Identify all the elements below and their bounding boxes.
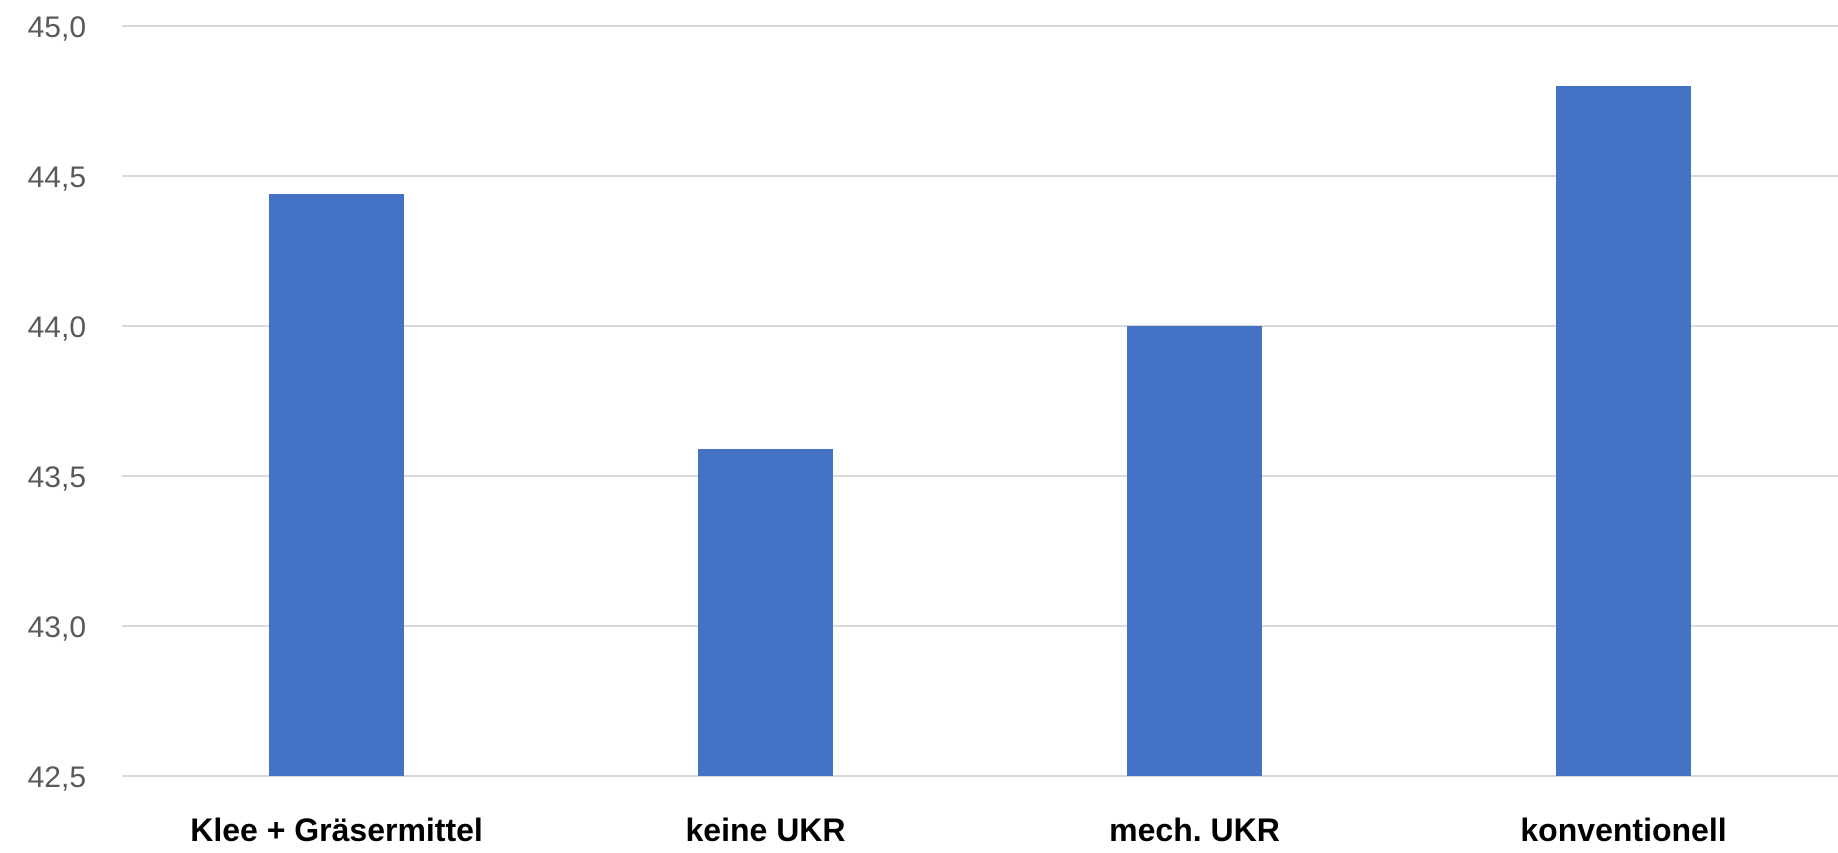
x-category-label: konventionell bbox=[1520, 812, 1726, 848]
y-axis-tick-labels: 42,5 43,0 43,5 44,0 44,5 45,0 bbox=[28, 11, 86, 794]
y-tick-label: 45,0 bbox=[28, 11, 86, 44]
bar-1 bbox=[269, 194, 404, 776]
x-axis-category-labels: Klee + Gräsermittel keine UKR mech. UKR kon… bbox=[190, 812, 1726, 848]
y-tick-label: 43,0 bbox=[28, 611, 86, 644]
bar-3 bbox=[1127, 326, 1262, 776]
x-category-label: Klee + Gräsermittel bbox=[190, 812, 483, 848]
y-tick-label: 43,5 bbox=[28, 461, 86, 494]
y-tick-label: 42,5 bbox=[28, 761, 86, 794]
x-category-label: keine UKR bbox=[685, 812, 845, 848]
grid-layer bbox=[122, 25, 1838, 777]
bar-2 bbox=[698, 449, 833, 776]
x-category-label: mech. UKR bbox=[1109, 812, 1280, 848]
y-tick-label: 44,0 bbox=[28, 311, 86, 344]
y-tick-label: 44,5 bbox=[28, 161, 86, 194]
bars bbox=[269, 86, 1691, 776]
bar-4 bbox=[1556, 86, 1691, 776]
